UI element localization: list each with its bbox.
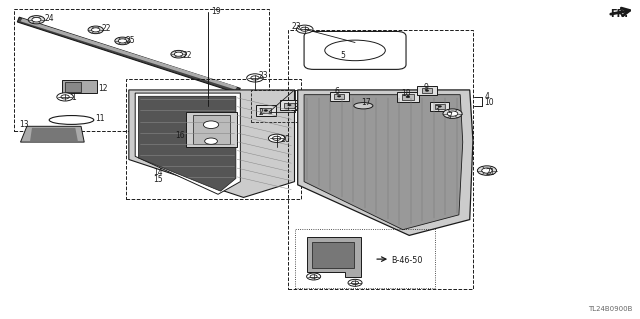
Polygon shape	[129, 90, 294, 197]
Circle shape	[438, 106, 442, 107]
Text: 11: 11	[96, 114, 105, 123]
Circle shape	[482, 168, 492, 173]
Text: 22: 22	[183, 51, 193, 60]
Circle shape	[351, 281, 358, 285]
Circle shape	[264, 109, 268, 111]
FancyBboxPatch shape	[304, 32, 406, 69]
Text: 24: 24	[45, 14, 54, 23]
Circle shape	[32, 18, 41, 22]
Text: 18: 18	[401, 89, 411, 98]
Ellipse shape	[354, 103, 373, 109]
Bar	[334, 94, 344, 99]
Circle shape	[204, 121, 219, 129]
Text: 17: 17	[362, 98, 371, 107]
Text: 1: 1	[72, 93, 76, 102]
Text: 21: 21	[486, 168, 495, 177]
Circle shape	[273, 136, 281, 140]
Text: 16: 16	[175, 131, 184, 140]
Text: 19: 19	[212, 7, 221, 16]
Bar	[397, 92, 419, 102]
Text: 22: 22	[101, 24, 111, 33]
Circle shape	[443, 109, 462, 118]
Circle shape	[307, 273, 321, 280]
Text: 13: 13	[19, 120, 29, 129]
Circle shape	[171, 50, 186, 58]
Bar	[251, 90, 302, 122]
Text: 4: 4	[484, 92, 489, 101]
Bar	[62, 80, 97, 93]
Circle shape	[337, 95, 341, 97]
Bar	[255, 105, 276, 115]
Circle shape	[406, 96, 410, 98]
Polygon shape	[20, 126, 84, 142]
Bar	[14, 9, 269, 131]
Bar	[65, 82, 81, 92]
Text: 7: 7	[447, 112, 452, 121]
Circle shape	[57, 93, 74, 101]
Circle shape	[88, 26, 103, 33]
Circle shape	[426, 90, 429, 92]
Circle shape	[310, 275, 317, 278]
Bar	[330, 92, 349, 101]
Polygon shape	[138, 96, 236, 191]
Circle shape	[28, 16, 45, 24]
Bar	[294, 229, 435, 287]
Text: 14: 14	[153, 168, 163, 177]
Circle shape	[301, 27, 309, 31]
Polygon shape	[20, 19, 237, 90]
Bar	[402, 94, 414, 100]
Bar	[288, 30, 473, 289]
Circle shape	[477, 166, 497, 175]
Bar	[312, 242, 354, 268]
Polygon shape	[17, 17, 241, 93]
Polygon shape	[304, 95, 463, 230]
Circle shape	[174, 52, 183, 56]
Text: 12: 12	[99, 85, 108, 93]
Circle shape	[296, 25, 313, 33]
Bar	[430, 102, 449, 111]
Text: 6: 6	[334, 87, 339, 96]
Text: 3: 3	[435, 105, 440, 114]
Text: 5: 5	[340, 51, 345, 60]
Circle shape	[288, 104, 291, 106]
Bar	[125, 79, 301, 199]
Circle shape	[251, 76, 259, 80]
Circle shape	[115, 37, 130, 45]
Circle shape	[246, 74, 263, 82]
Circle shape	[348, 279, 362, 286]
Circle shape	[447, 111, 458, 116]
Ellipse shape	[324, 40, 385, 61]
Text: TL24B0900B: TL24B0900B	[588, 306, 632, 312]
Bar	[193, 115, 230, 144]
Circle shape	[268, 134, 285, 142]
Polygon shape	[298, 90, 473, 235]
Text: 23: 23	[258, 71, 268, 80]
Bar	[186, 112, 237, 147]
Circle shape	[118, 39, 127, 43]
Text: 25: 25	[125, 36, 135, 45]
Text: 15: 15	[153, 174, 163, 184]
Polygon shape	[135, 93, 241, 194]
Bar	[280, 100, 299, 110]
Bar	[284, 102, 294, 108]
Polygon shape	[307, 237, 362, 277]
Bar	[422, 88, 432, 93]
Ellipse shape	[49, 115, 94, 124]
Circle shape	[92, 28, 100, 32]
Text: 23: 23	[292, 22, 301, 31]
Text: 8: 8	[293, 103, 298, 112]
Text: B-46-50: B-46-50	[392, 256, 423, 264]
Text: 2: 2	[259, 108, 264, 117]
Polygon shape	[30, 128, 78, 141]
Circle shape	[61, 95, 69, 99]
Circle shape	[205, 138, 218, 144]
Bar	[435, 104, 445, 109]
Text: FR.: FR.	[611, 9, 628, 19]
Text: 10: 10	[484, 98, 494, 107]
Text: 20: 20	[280, 135, 290, 145]
Bar	[417, 86, 436, 95]
Bar	[260, 108, 271, 113]
Text: 9: 9	[423, 83, 428, 92]
